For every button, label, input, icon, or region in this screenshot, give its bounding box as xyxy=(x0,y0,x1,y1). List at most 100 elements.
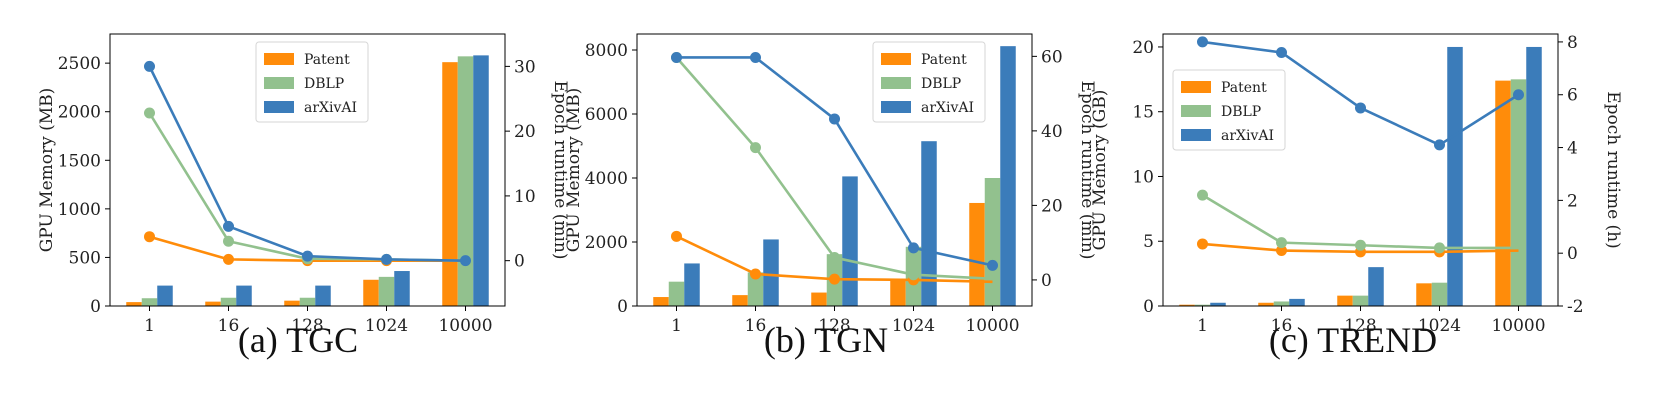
panel-1: 0 500 1000 1500 2000 2500 0 10 20 30 1 16 128 1024 100… xyxy=(37,33,570,360)
x-tick-label: 1 xyxy=(1197,316,1208,336)
runtime-point-arxivai-1024 xyxy=(908,242,919,254)
runtime-point-dblp-16 xyxy=(750,142,761,154)
runtime-point-arxivai-1 xyxy=(671,51,682,63)
runtime-point-patent-1 xyxy=(144,231,155,243)
bar-patent-10000 xyxy=(1495,80,1511,306)
x-tick-label: 1024 xyxy=(892,316,935,336)
bar-arxivai-128 xyxy=(315,285,331,306)
y2-axis-label: Epoch runtime (h) xyxy=(1603,91,1623,249)
runtime-point-dblp-128 xyxy=(1355,239,1366,251)
runtime-point-dblp-1024 xyxy=(908,269,919,281)
bar-dblp-1 xyxy=(1194,304,1211,306)
x-tick-label: 1 xyxy=(144,316,155,336)
y2-axis-label: Epoch runtime (min) xyxy=(550,80,570,259)
bar-patent-1024 xyxy=(363,279,379,306)
bar-dblp-1024 xyxy=(378,276,395,306)
runtime-point-arxivai-10000 xyxy=(1513,89,1524,101)
legend: Patent DBLP arXivAI xyxy=(1172,69,1286,151)
runtime-point-dblp-128 xyxy=(829,252,840,264)
y-tick-label: 1500 xyxy=(58,151,101,171)
runtime-point-patent-16 xyxy=(1276,245,1287,257)
y-tick-label: 2500 xyxy=(58,54,101,74)
runtime-point-patent-16 xyxy=(223,253,234,265)
legend-swatch-dblp xyxy=(264,77,294,89)
y2-tick-label: 4 xyxy=(1567,139,1578,159)
runtime-point-arxivai-16 xyxy=(1276,46,1287,58)
runtime-point-patent-1 xyxy=(671,230,682,242)
y-tick-label: 15 xyxy=(1132,103,1154,123)
bar-arxivai-16 xyxy=(1289,298,1305,306)
y2-tick-label: 20 xyxy=(514,122,536,142)
y2-tick-label: 8 xyxy=(1567,33,1578,53)
runtime-point-arxivai-1 xyxy=(1197,36,1208,48)
legend-label-dblp: DBLP xyxy=(921,76,961,92)
y-tick-label: 500 xyxy=(69,248,101,268)
x-tick-label: 10000 xyxy=(1491,316,1545,336)
bar-arxivai-1024 xyxy=(394,271,410,306)
runtime-point-dblp-16 xyxy=(223,235,234,247)
bar-arxivai-1 xyxy=(157,285,173,306)
legend-swatch-dblp xyxy=(1181,105,1211,117)
x-tick-label: 1024 xyxy=(365,316,408,336)
y-tick-label: 2000 xyxy=(58,103,101,123)
y2-tick-label: 60 xyxy=(1041,47,1063,67)
bar-patent-16 xyxy=(205,301,221,306)
runtime-point-arxivai-128 xyxy=(829,113,840,125)
panel-2: 0 2000 4000 6000 8000 0 20 40 60 1 16 128 1024 10000 G… xyxy=(564,33,1097,360)
y-axis-label: GPU Memory (GB) xyxy=(1090,90,1110,251)
bar-dblp-16 xyxy=(747,272,764,306)
y-tick-label: 0 xyxy=(1143,297,1154,317)
legend-swatch-patent xyxy=(881,53,911,65)
bar-dblp-128 xyxy=(1352,295,1369,306)
bar-patent-128 xyxy=(1337,295,1353,306)
bar-dblp-1024 xyxy=(1431,282,1448,306)
x-tick-label: 1 xyxy=(671,316,682,336)
y-tick-label: 4000 xyxy=(585,169,628,189)
bar-arxivai-10000 xyxy=(473,55,489,307)
bar-patent-128 xyxy=(284,300,300,306)
bar-arxivai-10000 xyxy=(1526,46,1542,306)
runtime-line-dblp xyxy=(148,112,466,262)
bar-dblp-10000 xyxy=(457,56,474,307)
x-tick-label: 16 xyxy=(745,316,767,336)
bar-patent-1024 xyxy=(890,279,906,306)
legend-label-arxivai: arXivAI xyxy=(1221,128,1274,144)
runtime-point-arxivai-128 xyxy=(1355,102,1366,114)
legend-label-patent: Patent xyxy=(1221,80,1267,96)
legend: Patent DBLP arXivAI xyxy=(872,41,986,123)
y-tick-label: 0 xyxy=(90,297,101,317)
bar-arxivai-1 xyxy=(684,263,700,306)
bar-arxivai-1024 xyxy=(921,141,937,306)
y-tick-label: 10 xyxy=(1132,167,1154,187)
y-axis-label: GPU Memory (MB) xyxy=(564,88,584,253)
runtime-point-patent-16 xyxy=(750,268,761,280)
bar-patent-16 xyxy=(1258,302,1274,306)
y2-tick-label: 2 xyxy=(1567,191,1578,211)
y2-tick-label: 30 xyxy=(514,57,536,77)
runtime-point-dblp-1 xyxy=(144,107,155,119)
legend-swatch-patent xyxy=(264,53,294,65)
y-tick-label: 6000 xyxy=(585,105,628,125)
bar-arxivai-128 xyxy=(1368,267,1384,306)
bar-dblp-10000 xyxy=(984,178,1001,306)
runtime-point-arxivai-16 xyxy=(223,220,234,232)
bar-arxivai-16 xyxy=(236,285,252,306)
x-tick-label: 10000 xyxy=(438,316,492,336)
x-tick-label: 10000 xyxy=(965,316,1019,336)
bar-dblp-1 xyxy=(141,298,158,306)
bar-patent-128 xyxy=(811,292,827,306)
runtime-point-arxivai-128 xyxy=(302,250,313,262)
runtime-point-dblp-1024 xyxy=(1434,242,1445,254)
bar-arxivai-1024 xyxy=(1447,46,1463,306)
legend-swatch-arxivai xyxy=(1181,129,1211,141)
runtime-point-arxivai-10000 xyxy=(987,259,998,271)
bar-arxivai-128 xyxy=(842,176,858,306)
panel-3: 0 5 10 15 20 -2 0 2 4 6 8 1 16 128 1024 10000 GPU Memory… xyxy=(1090,33,1623,360)
bar-patent-16 xyxy=(732,295,748,306)
legend-swatch-patent xyxy=(1181,81,1211,93)
bar-dblp-16 xyxy=(220,297,237,306)
runtime-point-patent-128 xyxy=(829,273,840,285)
legend-label-arxivai: arXivAI xyxy=(304,100,357,116)
legend-label-patent: Patent xyxy=(304,52,350,68)
bar-dblp-10000 xyxy=(1510,79,1527,306)
